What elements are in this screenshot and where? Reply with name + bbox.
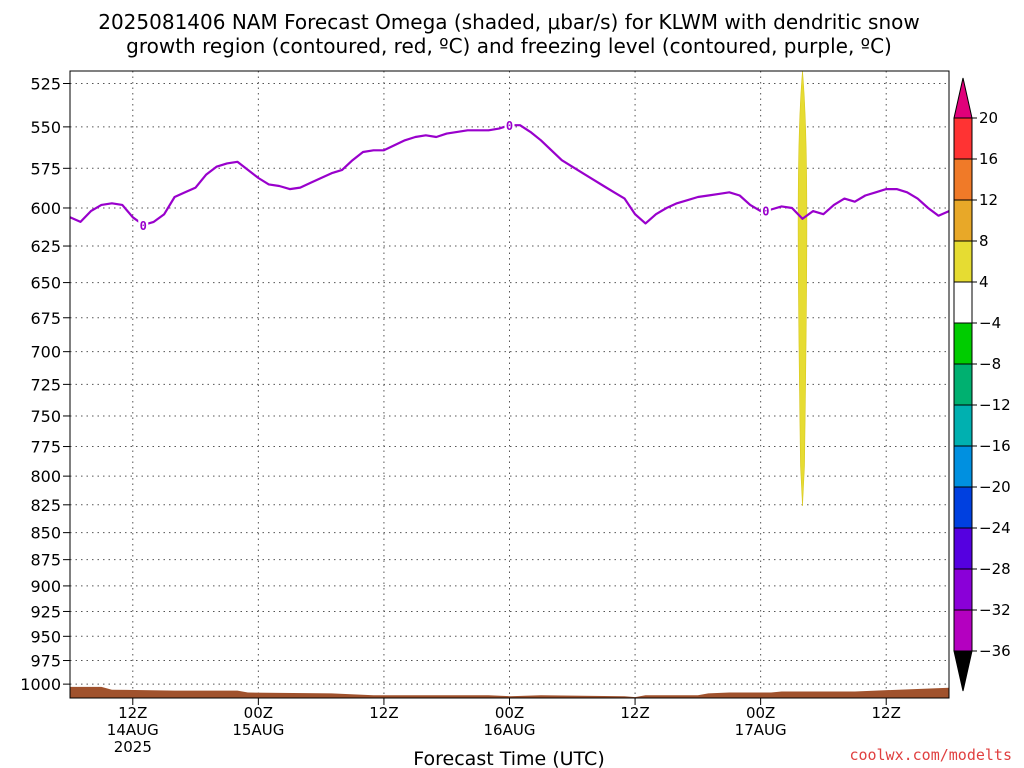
x-tick-date: 17AUG <box>735 721 787 739</box>
y-tick-label: 575 <box>30 159 61 178</box>
y-tick-label: 675 <box>30 309 61 328</box>
terrain <box>70 686 949 698</box>
y-tick-label: 625 <box>30 237 61 256</box>
colorbar-label: −36 <box>979 642 1011 660</box>
colorbar-segment <box>953 404 973 447</box>
colorbar-segment <box>953 199 973 242</box>
terrain-fill <box>70 686 949 698</box>
y-tick-label: 850 <box>30 524 61 543</box>
y-tick-label: 825 <box>30 496 61 515</box>
omega-patch <box>797 70 808 506</box>
x-tick-label: 00Z <box>495 704 524 722</box>
colorbar-label: −4 <box>979 314 1001 332</box>
y-tick-label: 650 <box>30 274 61 293</box>
y-axis-ticks: 525 550 575 600 625 650 675 700 725 750 775 800 825 8… <box>20 75 70 694</box>
freezing-level-label: 0 <box>506 119 513 133</box>
x-tick-label: 12Z <box>620 704 649 722</box>
grid-lines <box>70 71 949 698</box>
y-tick-label: 975 <box>30 652 61 671</box>
colorbar-segment <box>953 527 973 570</box>
x-tick-date: 15AUG <box>232 721 284 739</box>
y-tick-label: 1000 <box>20 675 61 694</box>
y-tick-label: 900 <box>30 577 61 596</box>
y-tick-label: 925 <box>30 602 61 621</box>
colorbar-label: 4 <box>979 273 989 291</box>
colorbar-label: −32 <box>979 601 1011 619</box>
colorbar-segment <box>953 609 973 652</box>
x-axis-label: Forecast Time (UTC) <box>413 748 604 768</box>
colorbar-label: −24 <box>979 519 1011 537</box>
colorbar-label: −12 <box>979 396 1011 414</box>
y-tick-label: 750 <box>30 407 61 426</box>
x-tick-year: 2025 <box>114 738 152 756</box>
colorbar-label: 8 <box>979 232 989 250</box>
colorbar-segment <box>953 445 973 488</box>
colorbar-label: 16 <box>979 150 998 168</box>
colorbar-label: 20 <box>979 109 998 127</box>
freezing-label-bg <box>138 216 149 232</box>
x-tick-label: 12Z <box>369 704 398 722</box>
colorbar-segment <box>953 363 973 406</box>
freezing-label-bg <box>504 117 515 133</box>
colorbar-label: −16 <box>979 437 1011 455</box>
colorbar-segment <box>953 568 973 611</box>
y-tick-label: 600 <box>30 199 61 218</box>
y-tick-label: 775 <box>30 438 61 457</box>
y-tick-label: 700 <box>30 343 61 362</box>
x-tick-label: 12Z <box>118 704 147 722</box>
chart-title-line-1: 2025081406 NAM Forecast Omega (shaded, μ… <box>98 10 920 34</box>
freezing-label-bg <box>760 202 771 218</box>
colorbar: 20 16 12 8 4 −4 −8 −12 −16 −20 −24 −28 −32 −36 <box>953 77 1011 692</box>
colorbar-segment <box>953 117 973 160</box>
colorbar-bottom-arrow <box>953 650 973 692</box>
colorbar-top-arrow <box>953 77 973 119</box>
freezing-level-label: 0 <box>140 219 147 233</box>
colorbar-label: −28 <box>979 560 1011 578</box>
omega-shading <box>797 70 808 506</box>
colorbar-segment <box>953 240 973 283</box>
freezing-level-contour: 0 0 0 <box>69 117 950 233</box>
colorbar-segment <box>953 281 973 324</box>
chart-title-line-2: growth region (contoured, red, ºC) and f… <box>126 34 892 58</box>
y-tick-label: 875 <box>30 551 61 570</box>
colorbar-label: −8 <box>979 355 1001 373</box>
y-tick-label: 550 <box>30 118 61 137</box>
x-tick-label: 00Z <box>746 704 775 722</box>
colorbar-segment <box>953 486 973 529</box>
colorbar-segment <box>953 158 973 201</box>
y-tick-label: 725 <box>30 375 61 394</box>
colorbar-label: 12 <box>979 191 998 209</box>
x-tick-date: 14AUG <box>107 721 159 739</box>
x-tick-date: 16AUG <box>484 721 536 739</box>
colorbar-segment <box>953 322 973 365</box>
y-tick-label: 525 <box>30 75 61 94</box>
y-tick-label: 800 <box>30 467 61 486</box>
x-tick-label: 00Z <box>244 704 273 722</box>
credit-link[interactable]: coolwx.com/modelts <box>849 746 1012 764</box>
y-tick-label: 950 <box>30 627 61 646</box>
colorbar-label: −20 <box>979 478 1011 496</box>
freezing-level-label: 0 <box>762 204 769 218</box>
x-tick-label: 12Z <box>872 704 901 722</box>
